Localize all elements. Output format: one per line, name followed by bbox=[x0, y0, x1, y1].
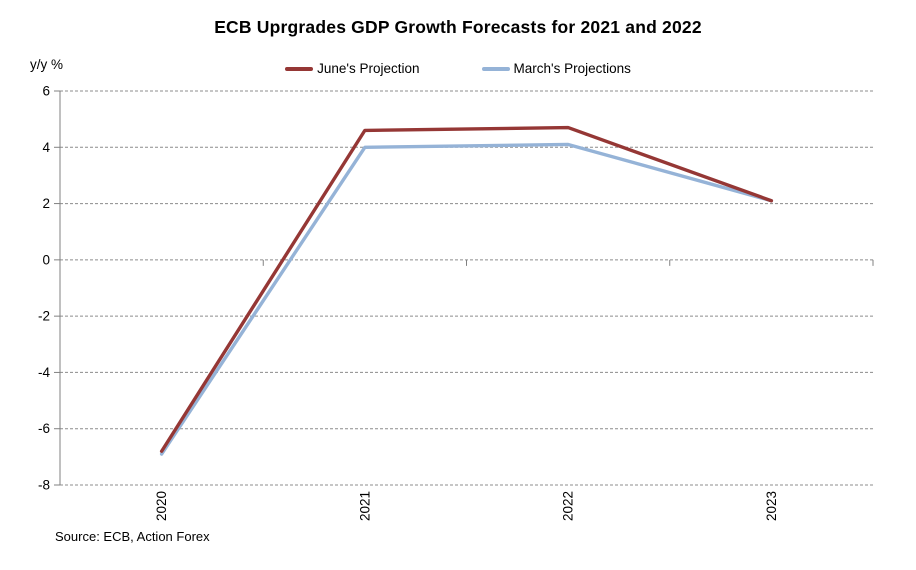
june-line-swatch bbox=[285, 66, 314, 71]
series-line-june-s-projection bbox=[159, 125, 774, 453]
source-note: Source: ECB, Action Forex bbox=[55, 529, 210, 544]
legend-label-june: June's Projection bbox=[317, 61, 420, 76]
legend-label-march: March's Projections bbox=[513, 61, 631, 76]
y-axis-unit-label: y/y % bbox=[30, 57, 64, 72]
march-line-swatch bbox=[481, 66, 510, 71]
x-tick-label: 2022 bbox=[561, 491, 576, 521]
legend: June's Projection March's Projections bbox=[0, 61, 916, 76]
x-tick-label: 2020 bbox=[154, 491, 169, 521]
y-tick-label: 2 bbox=[42, 196, 50, 211]
y-tick-label: -6 bbox=[38, 421, 50, 436]
legend-item-march: March's Projections bbox=[481, 61, 631, 76]
y-tick-label: 4 bbox=[42, 140, 50, 155]
chart-title: ECB Uprgrades GDP Growth Forecasts for 2… bbox=[214, 17, 702, 37]
y-tick-label: 6 bbox=[42, 84, 50, 99]
y-tick-label: 0 bbox=[42, 252, 50, 267]
series-line-march-s-projections bbox=[159, 142, 774, 456]
legend-item-june: June's Projection bbox=[285, 61, 420, 76]
x-tick-label: 2023 bbox=[764, 491, 779, 521]
x-tick-label: 2021 bbox=[357, 491, 372, 521]
y-tick-label: -8 bbox=[38, 478, 50, 493]
y-tick-label: -4 bbox=[38, 365, 50, 380]
y-tick-label: -2 bbox=[38, 309, 50, 324]
